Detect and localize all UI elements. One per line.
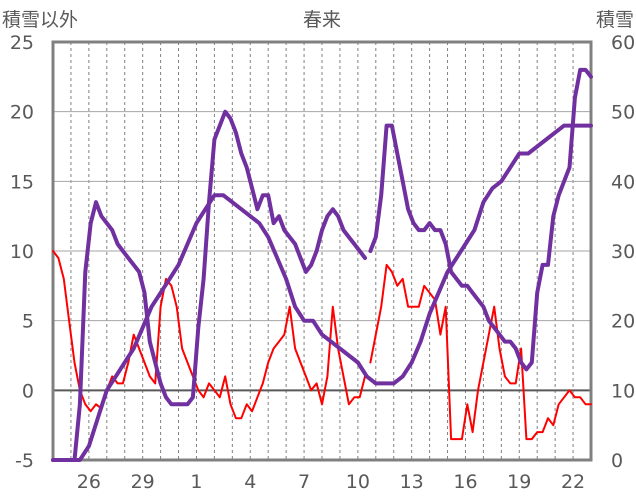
x-tick-label: 4 [244,471,256,493]
x-tick-label: 10 [346,471,370,493]
left-tick-label: 5 [22,311,34,333]
x-axis-ticks: 26 29 1 4 7 10 13 16 19 22 [77,471,585,493]
snow-depth-series-line-2 [51,123,593,462]
snow-depth-series-line-3 [51,109,367,462]
series-layer [51,67,593,462]
right-tick-label: 20 [611,311,635,333]
right-tick-label: 60 [611,32,635,54]
x-tick-label: 7 [298,471,310,493]
right-axis-label: 積雪 [596,9,634,31]
right-axis-ticks: 60 50 40 30 20 10 0 [611,32,635,472]
right-tick-label: 40 [611,171,635,193]
temperature-series-line-0 [52,250,366,420]
left-axis-label: 積雪以外 [2,9,78,31]
x-tick-label: 19 [507,471,531,493]
left-tick-label: 20 [10,102,34,124]
x-tick-label: 26 [77,471,101,493]
x-tick-label: 22 [561,471,585,493]
right-tick-label: 0 [611,450,623,472]
left-tick-label: 0 [22,380,34,402]
right-tick-label: 10 [611,380,635,402]
chart-title: 春来 [303,9,341,31]
snow-depth-series-line-4 [368,67,593,372]
left-tick-label: -5 [15,450,34,472]
right-tick-label: 30 [611,241,635,263]
x-tick-label: 29 [131,471,155,493]
temperature-series-line-1 [369,263,592,441]
x-tick-label: 16 [453,471,477,493]
right-tick-label: 50 [611,102,635,124]
x-tick-label: 13 [400,471,424,493]
left-tick-label: 15 [10,171,34,193]
left-axis-ticks: 25 20 15 10 5 0 -5 [10,32,34,472]
left-tick-label: 10 [10,241,34,263]
left-tick-label: 25 [10,32,34,54]
x-tick-label: 1 [190,471,202,493]
